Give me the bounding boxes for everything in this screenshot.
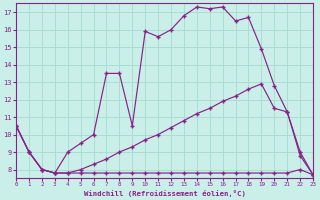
X-axis label: Windchill (Refroidissement éolien,°C): Windchill (Refroidissement éolien,°C) — [84, 190, 245, 197]
